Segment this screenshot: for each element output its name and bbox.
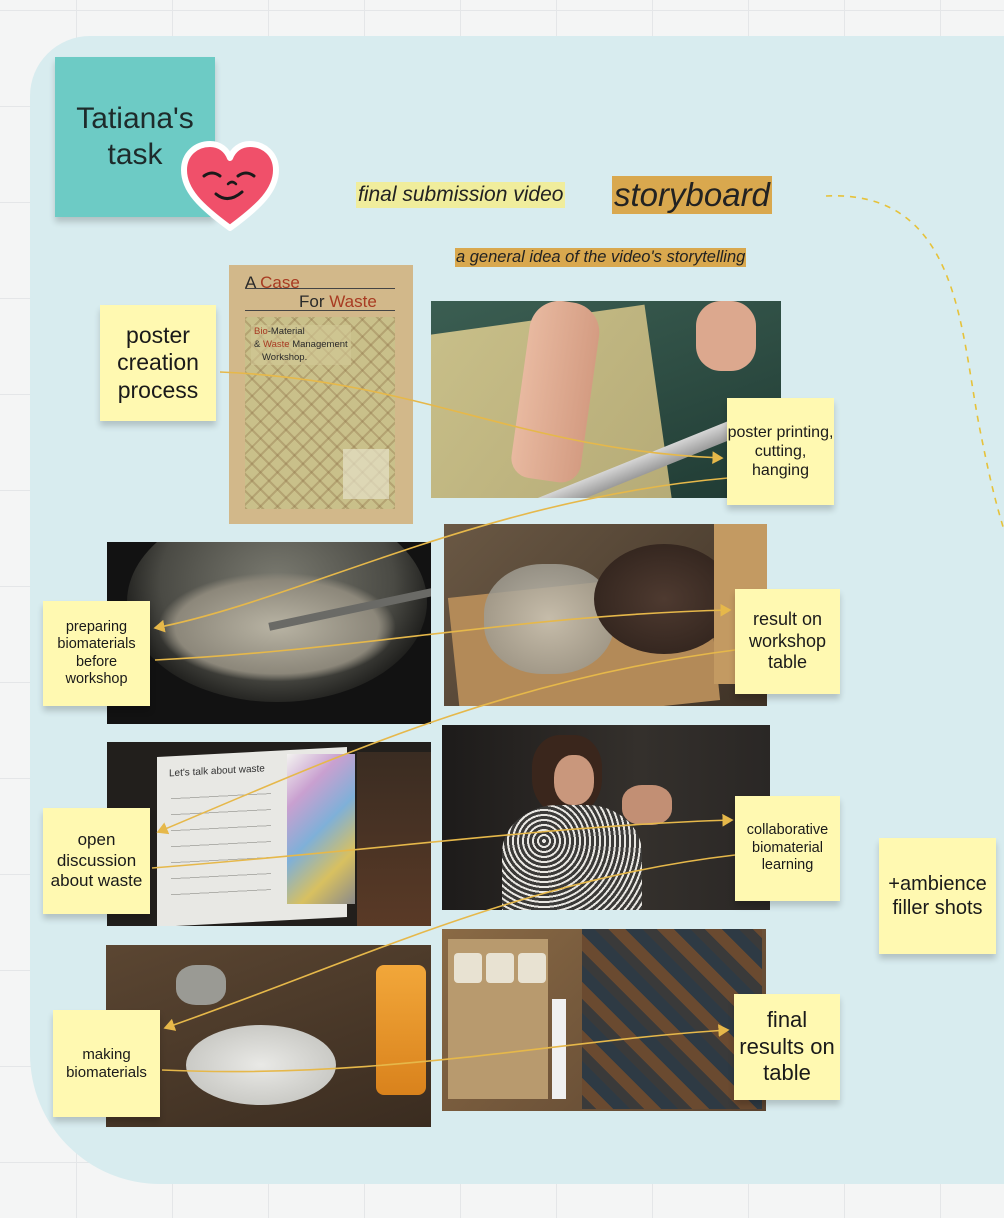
sticky-result-table-label: result on workshop table bbox=[748, 609, 827, 673]
connector-line bbox=[161, 1024, 730, 1073]
sticky-collaborative[interactable]: collaborative biomaterial learning bbox=[735, 796, 840, 901]
photo-final-results[interactable] bbox=[442, 929, 766, 1111]
poster-word-red: Waste bbox=[329, 292, 377, 311]
photo-cutting-poster[interactable] bbox=[431, 301, 781, 498]
poster-word: A bbox=[245, 273, 256, 292]
sticky-result-table[interactable]: result on workshop table bbox=[735, 589, 840, 694]
sticky-poster-printing-label: poster printing, cutting, hanging bbox=[727, 423, 834, 480]
photo-whisk-pot[interactable] bbox=[107, 542, 431, 724]
photo-woman-speaking[interactable] bbox=[442, 725, 770, 910]
sticky-collaborative-label: collaborative biomaterial learning bbox=[746, 822, 829, 874]
sticky-open-discussion-label: open discussion about waste bbox=[50, 830, 143, 891]
description-text: a general idea of the video's storytelli… bbox=[455, 248, 747, 267]
sticky-preparing-label: preparing biomaterials before workshop bbox=[57, 618, 136, 687]
sticky-final-results[interactable]: final results on table bbox=[734, 994, 840, 1100]
tatianas-task-label: Tatiana's task bbox=[76, 102, 194, 171]
sticky-making[interactable]: making biomaterials bbox=[53, 1010, 160, 1117]
sticky-making-label: making biomaterials bbox=[66, 1045, 147, 1081]
sticky-poster-creation[interactable]: poster creation process bbox=[100, 305, 216, 421]
photo-making-biomaterials[interactable] bbox=[106, 945, 431, 1127]
connector-line bbox=[151, 813, 734, 869]
connector-line bbox=[219, 371, 724, 465]
connector-line bbox=[153, 477, 729, 633]
photo-result-table[interactable] bbox=[444, 524, 767, 706]
poster-word: Workshop. bbox=[262, 351, 308, 363]
sticky-poster-printing[interactable]: poster printing, cutting, hanging bbox=[727, 398, 834, 505]
poster-word-red: Bio bbox=[254, 326, 268, 337]
poster-pattern: Bio-Material & Waste Management Workshop… bbox=[245, 317, 395, 509]
poster-word: -Material bbox=[267, 326, 305, 337]
sticky-open-discussion[interactable]: open discussion about waste bbox=[43, 808, 150, 914]
connector-line bbox=[163, 854, 736, 1031]
workshop-poster[interactable]: A Case For Waste Bio-Material & Waste Ma… bbox=[229, 265, 413, 524]
poster-word: & bbox=[254, 338, 261, 350]
sticky-poster-creation-label: poster creation process bbox=[117, 321, 199, 403]
poster-word-red: Waste bbox=[262, 338, 290, 350]
smiling-heart-icon[interactable] bbox=[180, 140, 280, 235]
connector-line bbox=[154, 603, 732, 661]
poster-word-red: Case bbox=[260, 273, 300, 292]
connector-line bbox=[156, 649, 736, 835]
poster-word: For bbox=[299, 292, 325, 311]
sticky-ambience-label: +ambience filler shots bbox=[888, 873, 987, 919]
poster-word: Management bbox=[292, 338, 348, 350]
dashed-connector bbox=[825, 195, 1004, 531]
sticky-ambience[interactable]: +ambience filler shots bbox=[879, 838, 996, 954]
storyboard-title: storyboard bbox=[612, 176, 772, 214]
sticky-preparing[interactable]: preparing biomaterials before workshop bbox=[43, 601, 150, 706]
subtitle-text: final submission video bbox=[356, 182, 566, 208]
sticky-final-results-label: final results on table bbox=[739, 1007, 835, 1086]
